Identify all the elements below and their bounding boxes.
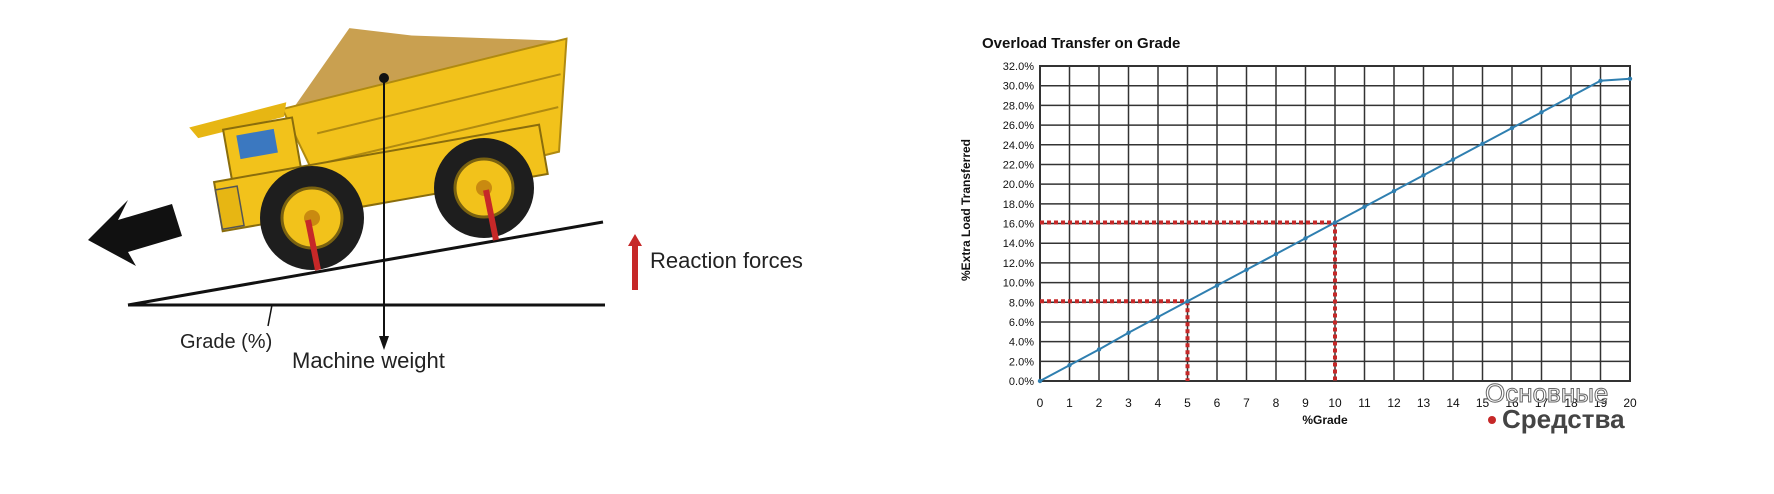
data-point [1450,157,1456,162]
data-point [1303,236,1308,241]
data-point [1185,299,1190,304]
data-point [1037,378,1043,384]
x-tick-label: 18 [1564,396,1578,410]
x-tick-label: 4 [1155,396,1162,410]
watermark-line2: Средства [1502,404,1625,434]
y-tick-label: 10.0% [1003,278,1034,290]
watermark-dot [1488,416,1496,424]
front-wheel [260,166,364,270]
data-point [1273,251,1279,257]
x-tick-label: 13 [1417,396,1431,410]
grade-angle-marker [267,304,273,327]
data-point [1096,347,1102,352]
reaction-arrow-rear [483,189,499,241]
bed-rib [316,73,561,135]
data-point [1509,125,1515,131]
y-tick-label: 4.0% [1009,337,1034,349]
rear-wheel [434,138,534,238]
x-tick-label: 15 [1476,396,1490,410]
data-point [1480,141,1485,146]
machine-weight-label: Machine weight [292,348,445,373]
y-tick-label: 8.0% [1009,297,1034,309]
reaction-forces-label: Reaction forces [650,248,803,273]
grade-label: Grade (%) [180,331,272,353]
x-axis-label: %Grade [1302,413,1348,427]
y-tick-label: 0.0% [1009,376,1034,388]
x-tick-label: 9 [1302,396,1309,410]
x-tick-label: 10 [1328,396,1342,410]
y-axis-label: %Extra Load Transferred [960,139,973,281]
data-point [1627,76,1633,81]
y-tick-label: 12.0% [1003,258,1034,270]
x-tick-label: 12 [1387,396,1401,410]
y-tick-label: 2.0% [1009,356,1034,368]
y-tick-label: 6.0% [1009,317,1034,329]
data-point [1539,110,1544,115]
watermark-line1: Основные [1485,378,1608,408]
grade-line [127,220,604,307]
x-tick-label: 16 [1505,396,1519,410]
x-tick-label: 20 [1623,396,1637,410]
data-point [1391,188,1397,194]
bed-rib [327,106,559,164]
x-tick-label: 3 [1125,396,1132,410]
data-point [1362,204,1367,209]
x-tick-label: 1 [1066,396,1073,410]
data-point [1568,94,1574,99]
y-tick-label: 30.0% [1003,81,1034,93]
y-tick-label: 32.0% [1003,61,1034,73]
x-tick-label: 11 [1358,396,1371,410]
y-tick-label: 26.0% [1003,120,1034,132]
y-tick-label: 14.0% [1003,238,1034,250]
x-tick-label: 17 [1535,396,1549,410]
reaction-arrow-front [305,219,321,271]
data-point [1155,314,1161,320]
y-tick-label: 24.0% [1003,140,1034,152]
center-of-gravity [379,73,389,83]
data-point [1126,330,1131,335]
x-tick-label: 5 [1184,396,1191,410]
cab-window [236,128,278,160]
data-point [1332,220,1338,225]
reaction-legend-arrowhead [628,234,642,246]
truck-grade-diagram: Grade (%) Machine weight Reaction forces [88,28,803,373]
data-point [1244,267,1249,272]
machine-weight-arrowhead [379,336,389,350]
x-tick-label: 19 [1594,396,1608,410]
x-tick-label: 0 [1037,396,1044,410]
x-tick-label: 7 [1243,396,1250,410]
y-tick-label: 18.0% [1003,199,1034,211]
x-tick-label: 8 [1273,396,1280,410]
x-tick-label: 2 [1096,396,1103,410]
direction-arrow-icon [88,200,182,266]
x-tick-label: 14 [1446,396,1460,410]
y-tick-label: 16.0% [1003,219,1034,231]
canopy [189,102,287,139]
data-point [1421,173,1426,178]
data-point [1067,363,1072,368]
y-tick-label: 28.0% [1003,100,1034,112]
x-tick-label: 6 [1214,396,1221,410]
data-point [1214,283,1220,288]
data-point [1598,78,1603,83]
y-tick-label: 20.0% [1003,179,1034,191]
y-tick-label: 22.0% [1003,159,1034,171]
chart-title: Overload Transfer on Grade [982,35,1180,52]
radiator-grille [214,185,245,231]
plot-area: 0 1 2 3 4 5 6 7 8 9 10 11 12 13 14 15 16 17 18 19 200.0%2.0%… [1003,61,1637,410]
overload-chart: Overload Transfer on Grade 0 1 2 3 4 5 6 7 8 9 10 1… [960,35,1637,434]
